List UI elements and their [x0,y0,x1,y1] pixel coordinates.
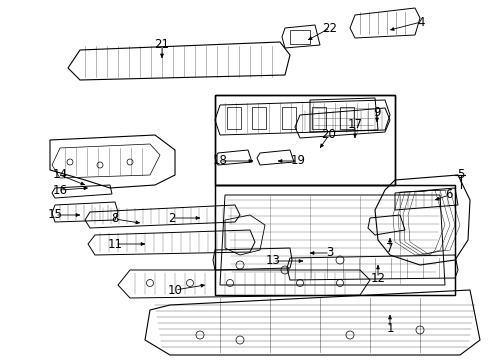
Text: 19: 19 [290,154,305,167]
Bar [251,107,265,129]
Text: 16: 16 [52,184,67,197]
Bar [311,107,325,129]
Text: 14: 14 [52,168,67,181]
Text: 9: 9 [372,105,380,118]
Text: 15: 15 [47,208,62,221]
Text: 21: 21 [154,39,169,51]
Text: 18: 18 [212,154,227,167]
Text: 6: 6 [445,189,452,202]
Text: 17: 17 [347,118,362,131]
Bar [289,30,309,44]
Text: 1: 1 [386,321,393,334]
Text: 2: 2 [168,211,175,225]
Text: 8: 8 [111,212,119,225]
Text: 4: 4 [416,15,424,28]
Text: 13: 13 [265,255,280,267]
Text: 11: 11 [107,238,122,251]
Text: 10: 10 [167,284,182,297]
Text: 3: 3 [325,247,333,260]
Bar [215,185,454,295]
Bar [339,107,353,129]
Bar [215,95,394,185]
Bar [226,107,241,129]
Text: 12: 12 [370,271,385,284]
Text: 22: 22 [322,22,337,35]
Text: 7: 7 [386,242,393,255]
Text: 5: 5 [456,168,464,181]
Text: 20: 20 [321,129,336,141]
Bar [282,107,295,129]
